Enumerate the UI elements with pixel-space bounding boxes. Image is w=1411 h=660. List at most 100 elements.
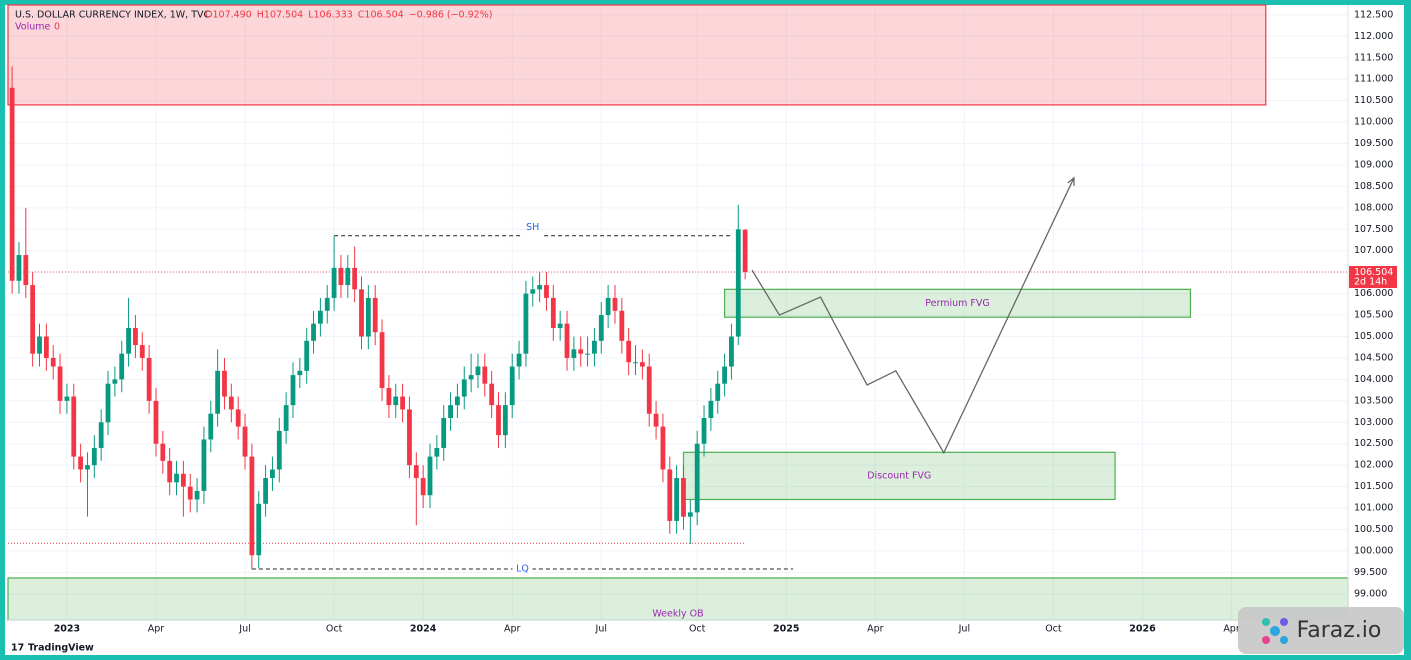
candle-body [139,345,145,358]
zone-label: Weekly OB [652,609,703,620]
candle-body [304,340,310,371]
candle-body [537,285,543,290]
candle-body [639,362,645,367]
y-tick-label: 109.000 [1354,159,1393,170]
chart-background [5,5,1404,655]
candle-body [187,486,193,500]
volume-label: Volume [15,22,50,33]
candle-body [37,336,42,354]
candle-body [475,366,481,376]
candle-body [612,297,618,311]
candle-body [708,400,714,419]
candle-body [324,297,330,311]
candle-body [544,285,549,298]
y-tick-label: 101.500 [1354,481,1393,492]
brand: TradingView [28,643,94,654]
candle-body [653,413,659,427]
candle-body [153,400,159,444]
watermark-text: Faraz.io [1296,618,1382,643]
candle-body [420,478,426,496]
candle-body [146,357,152,401]
candle-body [112,379,118,384]
candle-body [687,512,693,517]
y-tick-label: 105.500 [1354,310,1393,321]
y-tick-label: 105.000 [1354,331,1393,342]
level-label: LQ [516,563,529,574]
y-tick-label: 106.000 [1354,288,1393,299]
candle-body [592,340,597,354]
candle-body [16,255,22,281]
candle-body [550,297,556,328]
candle-body [30,285,36,354]
candle-body [393,396,399,406]
y-tick-label: 110.500 [1354,95,1393,106]
candle-body [735,229,741,337]
candle-body [496,405,501,436]
x-tick-label: Apr [1223,624,1240,635]
candle-body [681,478,686,517]
candle-body [598,315,604,341]
x-tick-label: 2023 [54,624,80,635]
candle-body [126,327,131,354]
candle-body [180,473,186,487]
candle-body [256,503,262,556]
level-label: SH [526,222,539,233]
y-tick-label: 112.500 [1354,9,1393,20]
last-price-label: 106.504 [1354,267,1393,278]
ohlc-label: L106.333 [308,10,353,21]
y-tick-label: 102.500 [1354,438,1393,449]
candle-body [160,443,166,461]
candle-body [98,422,104,449]
candle-body [345,267,351,286]
candle-body [167,460,173,483]
candle-body [400,396,406,410]
y-tick-label: 104.000 [1354,374,1393,385]
plot-area: Permium FVG Discount FVG Weekly OB SH LQ [7,4,1349,621]
y-tick-label: 108.500 [1354,181,1393,192]
candle-body [249,456,255,556]
y-tick-label: 99.500 [1354,567,1387,578]
candle-body [43,336,49,358]
candle-body [455,396,460,406]
x-tick-label: 2024 [410,624,437,635]
candle-body [509,366,515,406]
level-label-bg [512,562,533,575]
y-tick-label: 100.500 [1354,524,1393,535]
candle-body [646,366,652,414]
candle-body [263,478,268,504]
zone-label: Permium FVG [925,298,990,309]
x-tick-label: Oct [689,624,706,635]
candle-body [626,340,632,363]
y-tick-label: 103.500 [1354,395,1393,406]
candle-body [91,448,97,466]
candle-body [482,366,488,384]
y-tick-label: 109.500 [1354,138,1393,149]
x-tick-label: Oct [326,624,343,635]
x-tick-label: Apr [867,624,884,635]
candle-body [352,267,358,290]
candle-body [605,297,611,316]
candle-body [311,323,316,341]
x-tick-label: Oct [1045,624,1062,635]
zone [682,451,1116,501]
chart-title: U.S. DOLLAR CURRENCY INDEX, 1W, TVC [15,10,210,21]
candle-body [379,332,385,388]
y-tick-label: 99.000 [1354,588,1387,599]
x-tick-label: Apr [504,624,521,635]
candle-body [365,297,371,337]
brand-logo: 17 [11,643,24,654]
candle-body [715,383,721,401]
candle-body [571,349,577,358]
candle-body [742,229,748,273]
candle-body [434,448,440,457]
change-label: −0.986 (−0.92%) [409,10,493,21]
candle-body [502,405,508,436]
candle-body [372,297,378,333]
candle-body [448,405,453,419]
candle-body [427,456,433,496]
candle-body [317,310,323,324]
candle-body [85,465,90,470]
candle-body [564,323,570,358]
